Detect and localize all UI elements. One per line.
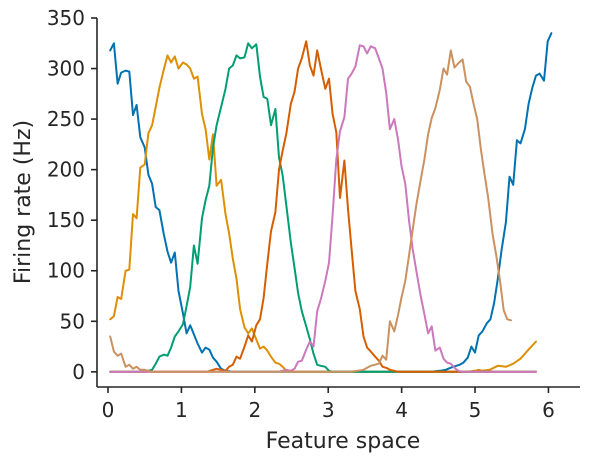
series-line-3 xyxy=(109,42,537,373)
y-axis-label: Firing rate (Hz) xyxy=(11,120,36,284)
x-tick-label: 5 xyxy=(469,398,482,422)
y-tick-label: 250 xyxy=(47,107,85,131)
series-line-5 xyxy=(109,44,537,373)
series-line-1 xyxy=(109,32,553,373)
y-tick-label: 200 xyxy=(47,158,85,182)
y-tick-label: 300 xyxy=(47,57,85,81)
y-tick-label: 100 xyxy=(47,259,85,283)
x-tick-label: 2 xyxy=(248,398,261,422)
y-tick-label: 50 xyxy=(60,309,85,333)
x-tick-label: 0 xyxy=(102,398,115,422)
series-line-6 xyxy=(109,49,512,373)
y-tick-label: 150 xyxy=(47,208,85,232)
x-axis-label: Feature space xyxy=(266,429,421,454)
series-line-4 xyxy=(109,40,537,373)
x-ticks: 0 1 2 3 4 5 6 xyxy=(102,387,555,422)
x-tick-label: 1 xyxy=(175,398,188,422)
x-tick-label: 3 xyxy=(322,398,335,422)
x-tick-label: 6 xyxy=(542,398,555,422)
x-tick-label: 4 xyxy=(395,398,408,422)
series-line-2 xyxy=(109,54,537,373)
series-layer xyxy=(109,32,553,373)
y-tick-label: 350 xyxy=(47,6,85,30)
y-ticks: 0 50 100 150 200 250 300 350 xyxy=(47,6,97,384)
y-tick-label: 0 xyxy=(72,360,85,384)
